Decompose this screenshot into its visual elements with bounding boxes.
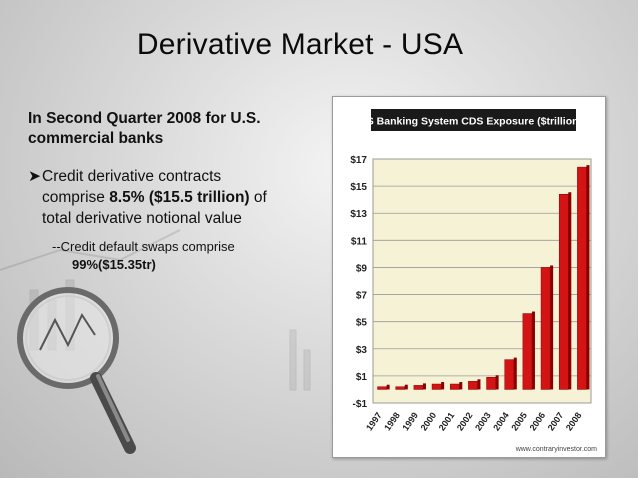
bar-side	[404, 384, 408, 390]
intro-line-2: commercial banks	[28, 130, 164, 147]
bar-side	[568, 192, 572, 390]
y-tick-label: $1	[356, 372, 368, 383]
y-tick-label: $13	[350, 209, 367, 220]
bullet-line-2-pre: comprise	[42, 189, 110, 206]
x-tick-label: 2003	[473, 410, 493, 432]
x-tick-label: 1998	[382, 410, 402, 432]
chart-svg: US Banking System CDS Exposure ($trillio…	[350, 109, 597, 453]
bar	[377, 386, 387, 390]
bar	[486, 376, 496, 390]
x-tick-label: 2002	[455, 410, 475, 432]
bar	[395, 386, 406, 390]
sub-line-2: 99%($15.35tr)	[72, 257, 156, 272]
magnifier-icon	[17, 287, 136, 454]
bar	[540, 267, 551, 390]
bar	[522, 313, 533, 390]
bar	[449, 383, 460, 390]
plot-area	[372, 158, 592, 404]
bullet-line-3: total derivative notional value	[42, 210, 242, 227]
x-tick-label: 2005	[509, 410, 529, 432]
cds-exposure-chart: US Banking System CDS Exposure ($trillio…	[332, 96, 606, 458]
x-tick-label: 2000	[419, 410, 439, 432]
bar-side	[459, 382, 463, 390]
bullet-credit-derivatives: ➤ Credit derivative contracts comprise 8…	[28, 166, 318, 229]
bullet-line-2-post: of	[249, 189, 267, 206]
bar-side	[513, 357, 517, 390]
intro-line-1: In Second Quarter 2008 for U.S.	[28, 110, 261, 127]
y-tick-label: $3	[356, 345, 368, 356]
y-tick-label: $15	[350, 182, 367, 193]
bullet-line-1: Credit derivative contracts	[42, 168, 222, 185]
chart-title: US Banking System CDS Exposure ($trillio…	[359, 116, 588, 128]
x-tick-label: 2006	[528, 410, 548, 432]
intro-text: In Second Quarter 2008 for U.S. commerci…	[28, 109, 318, 149]
x-tick-label: 2007	[546, 410, 566, 432]
sub-point-cds: --Credit default swaps comprise 99%($15.…	[52, 238, 322, 274]
x-tick-label: 1999	[400, 410, 420, 432]
bullet-line-2: comprise 8.5% ($15.5 trillion) of	[42, 187, 318, 208]
y-tick-label: -$1	[353, 399, 368, 410]
bar-side	[477, 379, 481, 390]
bar-side	[495, 375, 499, 390]
bar	[577, 166, 587, 390]
y-tick-label: $11	[351, 236, 368, 247]
y-tick-label: $5	[356, 318, 368, 329]
x-tick-label: 1997	[364, 410, 384, 432]
chart-title-bar	[371, 109, 576, 131]
bar-side	[441, 382, 445, 390]
sub-line-1: --Credit default swaps comprise	[52, 239, 235, 254]
bar	[558, 193, 569, 390]
bar	[504, 359, 515, 390]
bar-side	[550, 265, 554, 390]
bar-side	[531, 311, 535, 390]
slide-title: Derivative Market - USA	[136, 28, 464, 61]
bar-side	[386, 384, 390, 390]
bar-side	[586, 165, 590, 390]
x-tick-label: 2008	[564, 410, 584, 432]
bar	[468, 381, 478, 390]
arrow-bullet-icon: ➤	[28, 168, 41, 185]
bullet-line-2-bold: 8.5% ($15.5 trillion)	[109, 189, 250, 206]
x-tick-label: 2004	[491, 410, 511, 432]
x-tick-label: 2001	[437, 410, 457, 432]
chart-source: www.contraryinvestor.com	[515, 446, 597, 453]
y-tick-label: $7	[356, 291, 368, 302]
bar-side	[422, 383, 426, 390]
bar	[413, 385, 424, 390]
y-tick-label: $9	[356, 263, 368, 274]
y-tick-label: $17	[350, 155, 367, 166]
bar	[431, 383, 442, 390]
